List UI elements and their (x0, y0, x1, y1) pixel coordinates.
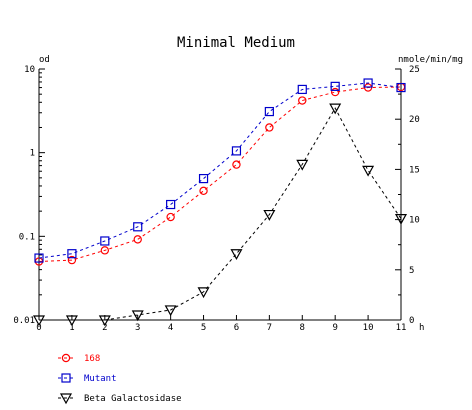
left-tick-label: 0.1 (19, 232, 35, 242)
data-point (98, 315, 111, 327)
data-point (32, 315, 46, 327)
data-point (198, 173, 209, 184)
legend-marker (61, 373, 71, 383)
data-point (362, 165, 375, 177)
data-point (330, 87, 340, 97)
right-tick-label: 15 (409, 165, 420, 175)
data-point (166, 199, 176, 210)
legend-label: Beta Galactosidase (84, 394, 182, 404)
data-point (164, 305, 177, 317)
left-axis-label: od (39, 55, 50, 65)
right-tick-label: 0 (409, 316, 414, 326)
data-point (67, 255, 77, 265)
x-tick-label: 1 (69, 323, 74, 333)
x-axis-label: h (419, 323, 424, 333)
left-tick-label: 1 (30, 149, 35, 159)
legend-item: Beta Galactosidase (58, 393, 182, 405)
data-point (394, 213, 408, 225)
data-point (297, 84, 307, 95)
data-point (330, 81, 340, 91)
right-tick-label: 10 (409, 216, 420, 226)
data-point (133, 235, 142, 244)
data-point (298, 96, 307, 105)
x-tick-label: 2 (102, 323, 107, 333)
data-point (166, 212, 175, 222)
right-axis-label: nmole/min/mg (398, 55, 463, 65)
series-line (38, 86, 402, 263)
data-point (264, 106, 274, 117)
legend-marker (59, 393, 73, 405)
x-tick-label: 7 (267, 323, 272, 333)
x-tick-label: 9 (332, 323, 337, 333)
x-tick-label: 4 (168, 323, 173, 333)
series-1 (34, 82, 406, 266)
data-point (100, 246, 110, 255)
data-point (199, 186, 208, 196)
x-tick-label: 0 (36, 323, 41, 333)
x-tick-label: 11 (396, 323, 407, 333)
data-point (100, 236, 110, 246)
data-point (363, 78, 373, 88)
data-point (65, 315, 78, 327)
legend-label: 168 (84, 354, 100, 364)
series-line (39, 107, 402, 321)
x-tick-label: 10 (363, 323, 374, 333)
series-line (38, 82, 402, 259)
data-point (133, 222, 143, 232)
right-tick-label: 5 (409, 266, 414, 276)
data-point (265, 123, 274, 132)
right-tick-label: 25 (409, 65, 420, 75)
data-point (296, 159, 309, 171)
data-point (231, 146, 242, 156)
left-tick-label: 0.01 (13, 316, 35, 326)
legend-item: 168 (58, 353, 100, 364)
data-point (34, 253, 44, 263)
x-tick-label: 3 (135, 323, 140, 333)
data-point (131, 310, 144, 322)
series-2 (34, 78, 406, 263)
data-point (263, 209, 276, 221)
legend-marker (61, 353, 71, 363)
series-3 (32, 103, 408, 327)
left-tick-label: 10 (24, 65, 35, 75)
data-point (67, 249, 77, 259)
data-point (232, 160, 241, 169)
data-point (197, 287, 210, 299)
x-tick-label: 5 (201, 323, 206, 333)
data-point (396, 82, 406, 93)
x-tick-label: 8 (300, 323, 305, 333)
data-point (329, 103, 342, 115)
legend-label: Mutant (84, 374, 117, 384)
data-point (230, 249, 243, 260)
right-tick-label: 20 (409, 115, 420, 125)
x-tick-label: 6 (234, 323, 239, 333)
chart-title: Minimal Medium (177, 35, 295, 51)
legend-item: Mutant (58, 373, 117, 384)
